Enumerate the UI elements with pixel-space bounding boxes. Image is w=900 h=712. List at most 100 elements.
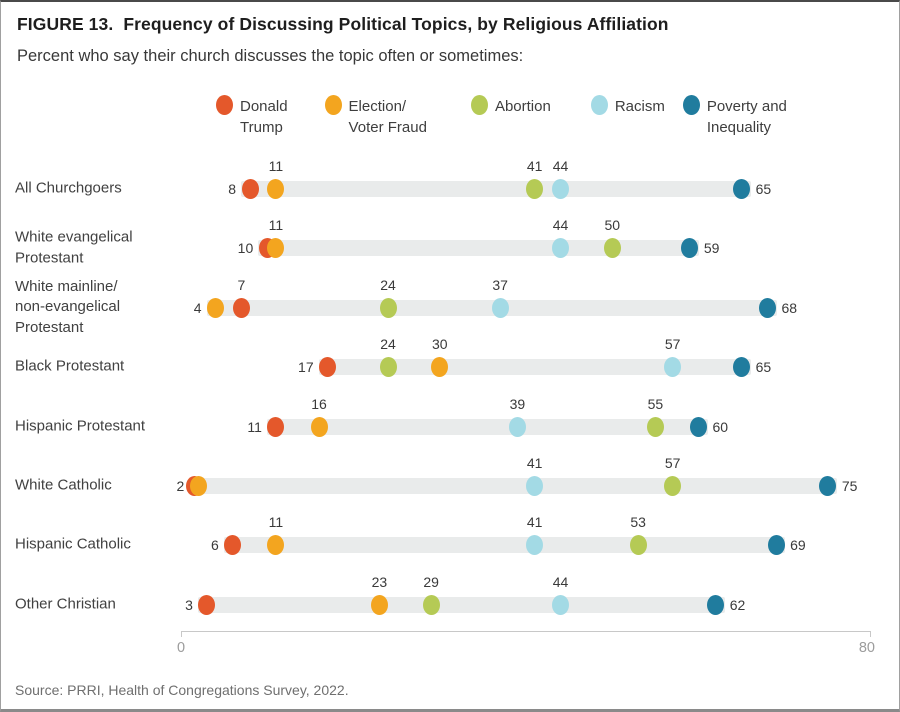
dot-trump: [232, 297, 250, 318]
legend-label: Election/ Voter Fraud: [348, 98, 427, 136]
value-label: 60: [712, 418, 729, 435]
value-label: 39: [509, 395, 526, 412]
dot-track: [266, 418, 708, 435]
value-label: 8: [228, 181, 236, 197]
dot-trump: [319, 357, 337, 378]
value-label: 69: [790, 537, 806, 554]
row-label: White evangelical Protestant: [15, 228, 133, 267]
row-label: Other Christian: [15, 595, 116, 613]
value-label: 41: [526, 158, 543, 174]
value-label: 75: [841, 478, 858, 494]
dot-racism: [552, 594, 569, 615]
dot-election: [431, 357, 449, 378]
dot-racism: [664, 357, 682, 378]
dot-racism: [526, 476, 544, 496]
legend-label: Poverty and Inequality: [706, 98, 787, 136]
value-label: 53: [630, 514, 646, 531]
row-label: White mainline/ non-evangelical Protesta…: [15, 277, 121, 337]
value-label: 11: [268, 158, 284, 174]
value-label: 62: [729, 596, 746, 613]
dot-poverty: [759, 297, 776, 318]
dot-election: [267, 179, 285, 199]
value-label: 41: [526, 455, 543, 471]
value-label: 37: [492, 276, 508, 293]
dot-track: [197, 596, 725, 613]
legend-dot-poverty-icon: [682, 95, 700, 115]
row-label: Hispanic Protestant: [15, 417, 146, 435]
dot-abortion: [664, 476, 682, 496]
legend-label: Racism: [614, 98, 665, 115]
value-label: 44: [552, 217, 569, 234]
dot-poverty: [733, 357, 751, 378]
dot-trump: [267, 416, 285, 437]
dot-track: [206, 299, 777, 316]
dot-racism: [552, 179, 569, 199]
value-label: 7: [237, 276, 246, 293]
legend-label: Abortion: [494, 98, 551, 115]
value-label: 16: [311, 395, 327, 412]
value-label: 6: [210, 537, 219, 554]
value-label: 24: [380, 336, 396, 353]
value-label: 10: [237, 240, 254, 257]
dot-racism: [508, 416, 526, 437]
value-label: 11: [268, 217, 284, 234]
dot-racism: [552, 238, 569, 259]
dot-poverty: [690, 416, 707, 437]
legend-label: Donald Trump: [240, 98, 288, 136]
value-label: 29: [423, 573, 439, 590]
figure-number: FIGURE 13.: [17, 14, 114, 34]
legend-item-trump: Donald Trump: [216, 95, 288, 138]
dot-poverty: [733, 179, 751, 199]
dot-track: [223, 537, 786, 554]
legend-item-racism: Racism: [590, 95, 665, 117]
value-label: 44: [552, 573, 569, 590]
figure-title: FIGURE 13. Frequency of Discussing Politi…: [17, 14, 669, 35]
dot-poverty: [819, 476, 837, 496]
dot-abortion: [379, 357, 397, 378]
dot-election: [310, 416, 328, 437]
dot-election: [370, 594, 388, 615]
figure-subtitle: Percent who say their church discusses t…: [17, 47, 524, 65]
value-label: 59: [703, 240, 720, 257]
dot-abortion: [526, 179, 544, 199]
legend-dot-election-icon: [324, 95, 342, 115]
dot-racism: [491, 297, 509, 318]
dot-track: [241, 181, 751, 197]
row-label: All Churchgoers: [15, 179, 122, 197]
value-label: 41: [526, 514, 543, 531]
legend-dot-racism-icon: [590, 95, 608, 115]
value-label: 11: [268, 514, 284, 531]
x-axis-tick: [870, 631, 871, 637]
dot-trump: [241, 179, 259, 199]
value-label: 57: [664, 455, 681, 471]
dot-abortion: [422, 594, 440, 615]
dot-election: [267, 238, 285, 259]
chart-legend: Donald Trump Election/ Voter Fraud Abortio…: [216, 95, 787, 138]
x-axis-tick-label: 80: [858, 640, 875, 656]
dot-trump: [224, 535, 242, 556]
legend-item-election: Election/ Voter Fraud: [324, 95, 427, 138]
x-axis-line: [181, 631, 871, 632]
dot-poverty: [767, 535, 785, 556]
value-label: 44: [552, 158, 569, 174]
value-label: 11: [247, 418, 262, 435]
value-label: 55: [647, 395, 664, 412]
legend-item-poverty: Poverty and Inequality: [682, 95, 787, 138]
dot-election: [267, 535, 285, 556]
legend-dot-trump-icon: [216, 95, 233, 115]
value-label: 4: [193, 299, 202, 316]
dot-abortion: [379, 297, 397, 318]
legend-item-abortion: Abortion: [470, 95, 551, 117]
value-label: 23: [371, 573, 388, 590]
dot-poverty: [707, 594, 725, 615]
dot-track: [318, 359, 751, 376]
dot-abortion: [646, 416, 664, 437]
row-label: Black Protestant: [15, 357, 125, 375]
dot-track: [258, 240, 699, 257]
value-label: 65: [755, 181, 772, 197]
x-axis-tick: [181, 631, 182, 637]
value-label: 24: [380, 276, 396, 293]
value-label: 30: [431, 336, 448, 353]
dot-trump: [198, 594, 216, 615]
figure-title-text: Frequency of Discussing Political Topics…: [123, 14, 669, 34]
